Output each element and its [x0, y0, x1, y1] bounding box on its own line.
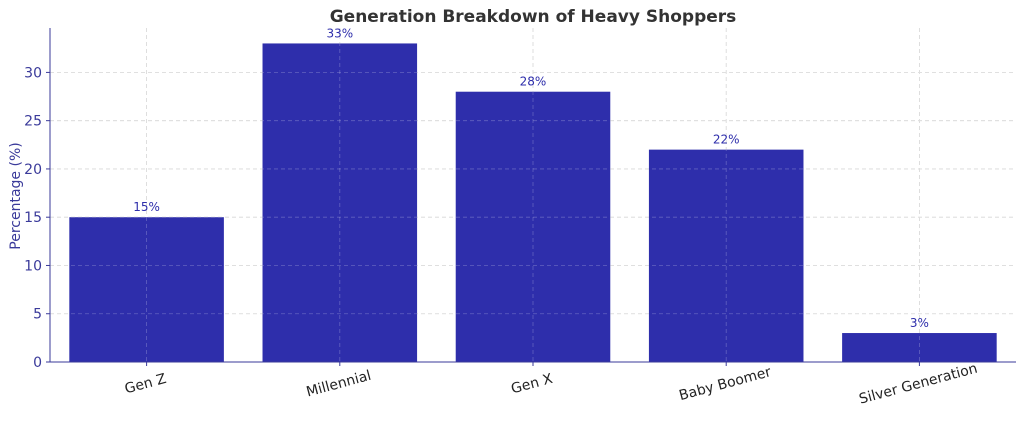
y-tick-label-4: 20	[24, 162, 42, 178]
axes	[46, 28, 1016, 366]
y-tick-label-2: 10	[24, 258, 42, 274]
x-tick-label-1: Millennial	[305, 368, 373, 401]
y-tick-label-1: 5	[33, 307, 42, 323]
y-tick-label-0: 0	[33, 355, 42, 371]
y-tick-labels: 0 5 10 15 20 25 30	[24, 65, 42, 371]
bar-0	[69, 217, 224, 362]
y-tick-label-6: 30	[24, 65, 42, 81]
bar-4	[842, 333, 997, 362]
chart-title: Generation Breakdown of Heavy Shoppers	[330, 7, 737, 27]
x-tick-labels: Gen Z Millennial Gen X Baby Boomer Silver Ge…	[123, 361, 979, 408]
bar-2	[455, 91, 611, 362]
data-label-1: 33%	[326, 26, 353, 40]
data-label-0: 15%	[133, 200, 160, 214]
bar-1	[262, 43, 418, 362]
grid-overlay	[50, 28, 1016, 362]
y-tick-label-3: 15	[24, 210, 42, 226]
bars	[50, 28, 1016, 362]
x-tick-label-4: Silver Generation	[857, 361, 979, 408]
bar-3	[648, 149, 804, 362]
y-tick-label-5: 25	[24, 114, 42, 130]
data-labels: 15% 33% 28% 22% 3%	[133, 26, 929, 330]
x-tick-label-3: Baby Boomer	[677, 364, 773, 404]
data-label-2: 28%	[520, 75, 547, 89]
data-label-4: 3%	[910, 316, 929, 330]
x-tick-label-0: Gen Z	[123, 371, 168, 397]
y-axis-label: Percentage (%)	[8, 142, 24, 249]
x-tick-label-2: Gen X	[509, 371, 554, 398]
data-label-3: 22%	[713, 133, 740, 147]
